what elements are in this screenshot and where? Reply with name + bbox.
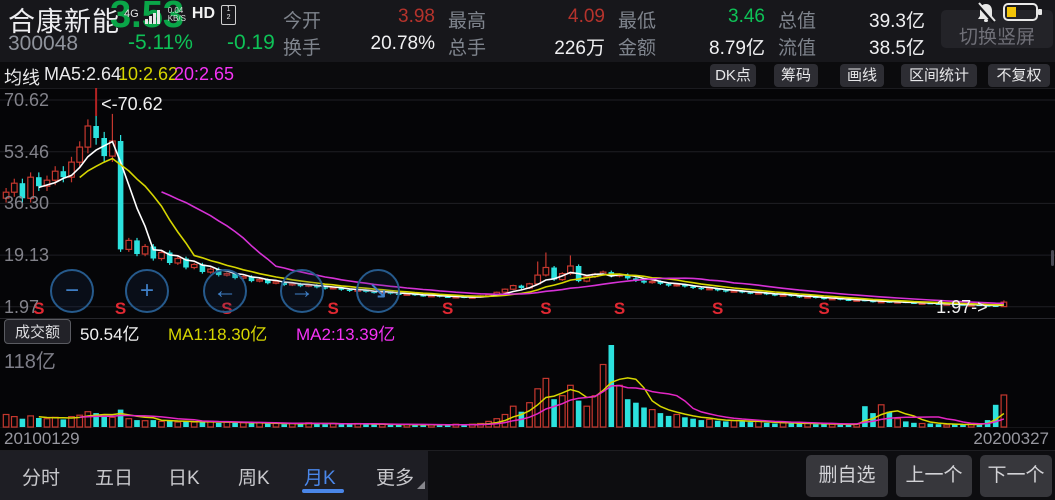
stat-value-turnover: 20.78% xyxy=(370,33,435,54)
change-percent: -5.11% xyxy=(128,31,193,54)
notification-muted-icon xyxy=(976,2,996,24)
stat-value-mktcap: 39.3亿 xyxy=(869,11,925,32)
stat-label-high: 最高 xyxy=(448,11,487,32)
ma20-label: 20:2.65 xyxy=(174,64,235,84)
network-speed-indicator: 0.04 KB/S xyxy=(167,6,186,23)
turnover-ma1-label: MA1:18.30亿 xyxy=(168,325,268,344)
tab-more[interactable]: 更多 xyxy=(376,468,415,489)
signal-strength-icon xyxy=(144,10,160,24)
hd-voice-icon: HD xyxy=(191,5,216,22)
stat-label-mktcap: 总值 xyxy=(778,11,817,32)
chart-end-date: 20200327 xyxy=(973,429,1049,448)
y-axis-tick: 1.97 xyxy=(4,297,40,317)
scrollbar-thumb[interactable] xyxy=(1051,250,1054,266)
stock-name: 合康新能 xyxy=(8,7,120,37)
stat-label-turnover: 换手 xyxy=(283,38,322,59)
y-axis-tick: 53.46 xyxy=(4,142,50,162)
dk-point-button[interactable]: DK点 xyxy=(710,64,756,87)
stat-label-open: 今开 xyxy=(283,11,322,32)
no-adjust-button[interactable]: 不复权 xyxy=(988,64,1050,87)
bottom-navigation: 分时 五日 日K 周K 月K 更多 删自选 上一个 下一个 xyxy=(0,450,1055,500)
volume-scale-label: 118亿 xyxy=(4,351,56,373)
stat-label-low: 最低 xyxy=(618,11,657,32)
zoom-out-button[interactable]: − xyxy=(50,269,94,313)
stat-value-amount: 8.79亿 xyxy=(709,38,765,59)
stat-value-volume: 226万 xyxy=(554,38,605,59)
y-axis-tick: 36.30 xyxy=(4,193,50,213)
current-price: 3.53 xyxy=(110,0,184,36)
status-icons-right xyxy=(975,2,1043,24)
stat-label-float: 流值 xyxy=(778,38,817,59)
collapse-button[interactable]: ↘ xyxy=(356,269,400,313)
range-stats-button[interactable]: 区间统计 xyxy=(901,64,977,87)
tab-weekly-k[interactable]: 周K xyxy=(238,468,270,489)
battery-icon xyxy=(1003,3,1042,21)
svg-text:S: S xyxy=(442,299,453,318)
svg-text:S: S xyxy=(614,299,625,318)
network-type-icon: 4G xyxy=(124,8,139,20)
y-axis-tick: 19.13 xyxy=(4,245,50,265)
indicator-toolbar: 均线 MA5:2.64 10:2.62 20:2.65 DK点 筹码 画线 区间… xyxy=(0,62,1055,89)
turnover-tab[interactable]: 成交额 xyxy=(4,319,72,344)
kline-chart[interactable]: 70.62 53.46 36.30 19.13 1.97 S S S S S S S S S <-… xyxy=(0,88,1055,429)
tab-five-day[interactable]: 五日 xyxy=(95,468,134,489)
svg-text:<-70.62: <-70.62 xyxy=(101,94,163,114)
stat-label-volume: 总手 xyxy=(448,38,487,59)
pan-left-button[interactable]: ← xyxy=(203,269,247,313)
ma10-label: 10:2.62 xyxy=(118,64,179,84)
svg-text:S: S xyxy=(818,299,829,318)
svg-text:S: S xyxy=(540,299,551,318)
y-axis-tick: 70.62 xyxy=(4,90,50,110)
ma5-label: MA5:2.64 xyxy=(44,64,122,84)
remove-watchlist-button[interactable]: 删自选 xyxy=(806,455,888,497)
turnover-value: 50.54亿 xyxy=(80,325,140,344)
ma-title: 均线 xyxy=(4,68,40,88)
stat-value-open: 3.98 xyxy=(398,6,435,27)
turnover-ma2-label: MA2:13.39亿 xyxy=(296,325,396,344)
tab-monthly-k[interactable]: 月K xyxy=(304,468,336,489)
quote-header: 合康新能 300048 3.53 -5.11% -0.19 今开 3.98 最高… xyxy=(0,0,1055,63)
svg-text:S: S xyxy=(115,299,126,318)
stat-value-low: 3.46 xyxy=(728,6,765,27)
zoom-in-button[interactable]: + xyxy=(125,269,169,313)
svg-text:1.97->: 1.97-> xyxy=(936,297,988,317)
stat-value-high: 4.09 xyxy=(568,6,605,27)
stat-label-amount: 金额 xyxy=(618,38,657,59)
chart-start-date: 20100129 xyxy=(4,429,80,448)
tab-daily-k[interactable]: 日K xyxy=(168,468,200,489)
svg-text:S: S xyxy=(712,299,723,318)
pan-right-button[interactable]: → xyxy=(280,269,324,313)
rotate-screen-button[interactable]: 切换竖屏 xyxy=(941,10,1053,48)
candlestick-volume-plot: S S S S S S S S S<-70.621.97-> xyxy=(0,88,1055,429)
svg-text:S: S xyxy=(328,299,339,318)
draw-line-button[interactable]: 画线 xyxy=(840,64,884,87)
previous-stock-button[interactable]: 上一个 xyxy=(896,455,972,497)
period-tab-strip: 分时 五日 日K 周K 月K 更多 xyxy=(0,451,428,500)
chip-button[interactable]: 筹码 xyxy=(774,64,818,87)
stock-code: 300048 xyxy=(8,32,79,55)
active-tab-underline xyxy=(302,489,344,493)
change-value: -0.19 xyxy=(227,31,275,54)
more-dropdown-icon xyxy=(417,481,425,489)
stat-value-float: 38.5亿 xyxy=(869,38,925,59)
tab-minute[interactable]: 分时 xyxy=(22,468,61,489)
svg-text:S: S xyxy=(33,299,44,318)
next-stock-button[interactable]: 下一个 xyxy=(980,455,1052,497)
